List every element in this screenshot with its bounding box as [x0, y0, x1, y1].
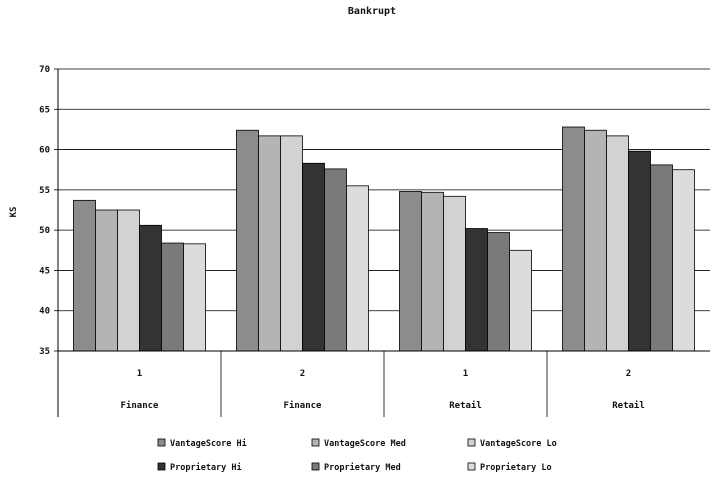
y-tick-label: 55: [39, 186, 50, 196]
legend-label: Proprietary Lo: [480, 462, 552, 473]
bar: [584, 129, 607, 352]
bar: [562, 126, 585, 352]
y-tick-label: 60: [39, 146, 50, 156]
x-category-labels: 1 Finance 2 Finance 1 Retail 2 Retail: [121, 369, 645, 411]
bar: [161, 242, 184, 352]
bar: [650, 164, 673, 352]
x-category-label: 1: [137, 369, 142, 379]
bars: [73, 126, 695, 352]
legend-swatch: [467, 462, 476, 471]
y-axis-label: KS: [9, 207, 19, 218]
y-tick-label: 45: [39, 266, 50, 276]
bar: [139, 224, 162, 352]
y-tick-label: 70: [39, 65, 50, 75]
legend-swatch: [157, 462, 166, 471]
x-group-label: Retail: [449, 400, 482, 411]
y-tick-labels: 35 40 45 50 55 60 65 70: [39, 65, 50, 357]
y-tick-label: 35: [39, 347, 50, 357]
bar: [487, 232, 510, 352]
bar: [258, 135, 281, 352]
legend-swatch: [311, 438, 320, 447]
legend-swatch: [467, 438, 476, 447]
legend-swatch: [311, 462, 320, 471]
x-category-label: 2: [626, 369, 631, 379]
y-tick-label: 65: [39, 105, 50, 115]
bar: [672, 169, 695, 352]
bar: [280, 135, 303, 352]
x-group-label: Retail: [612, 400, 645, 411]
legend-label: Proprietary Med: [324, 462, 401, 473]
y-tick-label: 50: [39, 226, 50, 236]
bar: [95, 209, 118, 352]
bar: [628, 150, 651, 352]
bar: [443, 195, 466, 352]
y-tick-label: 40: [39, 307, 50, 317]
bar: [236, 129, 259, 352]
bar: [399, 191, 422, 352]
x-category-label: 1: [463, 369, 468, 379]
bar: [465, 228, 488, 352]
bar: [183, 243, 206, 352]
bar: [346, 185, 369, 352]
legend: VantageScore Hi VantageScore Med VantageSc…: [157, 438, 557, 473]
x-group-label: Finance: [284, 400, 323, 411]
bar: [606, 135, 629, 352]
x-category-label: 2: [300, 369, 305, 379]
legend-label: Proprietary Hi: [170, 462, 242, 473]
axes: [54, 68, 710, 417]
legend-swatch: [157, 438, 166, 447]
bar: [421, 191, 444, 352]
x-group-label: Finance: [121, 400, 160, 411]
legend-label: VantageScore Hi: [170, 438, 247, 449]
bar: [302, 162, 325, 352]
bar: [73, 199, 96, 352]
legend-label: VantageScore Med: [324, 439, 406, 449]
bar: [324, 168, 347, 352]
bar: [117, 209, 140, 352]
chart-title: Bankrupt: [348, 6, 396, 17]
bar: [509, 249, 532, 352]
legend-label: VantageScore Lo: [480, 439, 557, 449]
